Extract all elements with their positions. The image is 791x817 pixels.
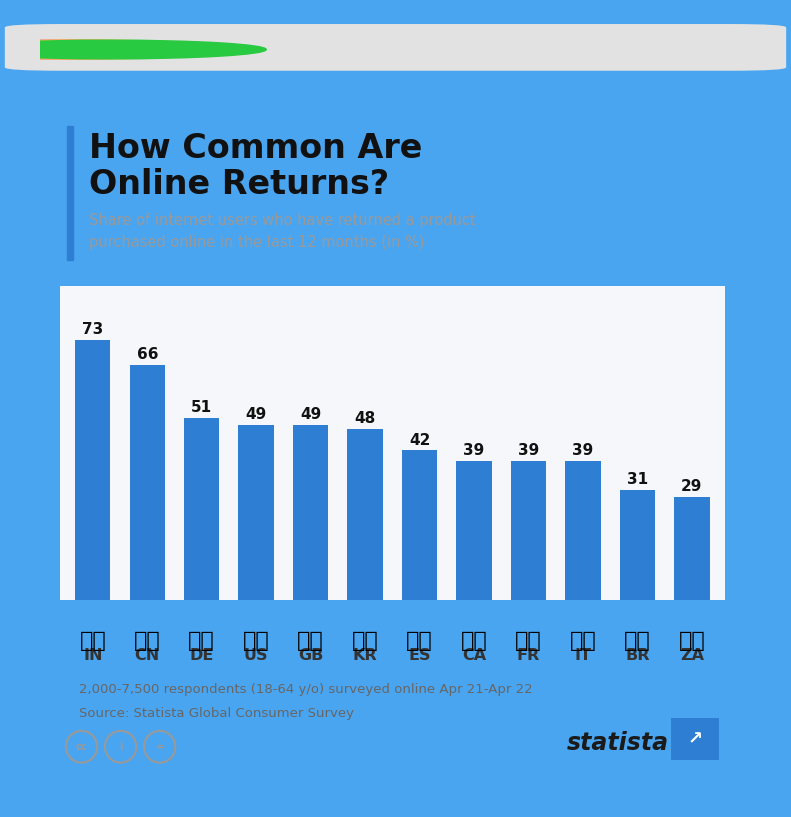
Text: 🇮🇹: 🇮🇹 bbox=[570, 631, 596, 651]
Text: 🇮🇳: 🇮🇳 bbox=[79, 631, 106, 651]
Text: Source: Statista Global Consumer Survey: Source: Statista Global Consumer Survey bbox=[79, 707, 354, 720]
Bar bbox=[347, 429, 383, 600]
Text: 🇬🇧: 🇬🇧 bbox=[297, 631, 324, 651]
Text: 🇨🇦: 🇨🇦 bbox=[460, 631, 487, 651]
Text: 49: 49 bbox=[245, 408, 267, 422]
Text: Online Returns?: Online Returns? bbox=[89, 168, 388, 201]
Text: How Common Are: How Common Are bbox=[89, 132, 422, 165]
Bar bbox=[402, 450, 437, 600]
Text: 73: 73 bbox=[82, 322, 104, 337]
Text: ↗: ↗ bbox=[687, 730, 703, 748]
Text: 🇧🇷: 🇧🇷 bbox=[624, 631, 651, 651]
Text: =: = bbox=[156, 742, 164, 752]
Text: 51: 51 bbox=[191, 400, 212, 415]
Text: 🇿🇦: 🇿🇦 bbox=[679, 631, 706, 651]
FancyBboxPatch shape bbox=[671, 718, 719, 760]
Text: 🇩🇪: 🇩🇪 bbox=[188, 631, 215, 651]
Text: Share of internet users who have returned a product
purchased online in the last: Share of internet users who have returne… bbox=[89, 213, 475, 249]
Bar bbox=[75, 340, 111, 600]
Text: 🇺🇸: 🇺🇸 bbox=[243, 631, 270, 651]
FancyBboxPatch shape bbox=[5, 24, 786, 71]
Text: i: i bbox=[119, 742, 123, 752]
Bar bbox=[238, 426, 274, 600]
Bar bbox=[456, 461, 492, 600]
Text: 39: 39 bbox=[464, 444, 485, 458]
Text: cc: cc bbox=[76, 742, 87, 752]
Text: 66: 66 bbox=[137, 346, 158, 362]
Text: 🇰🇷: 🇰🇷 bbox=[352, 631, 378, 651]
Bar bbox=[67, 127, 73, 260]
Bar bbox=[511, 461, 547, 600]
Text: 29: 29 bbox=[681, 479, 702, 494]
Text: 31: 31 bbox=[626, 472, 648, 487]
Bar bbox=[566, 461, 600, 600]
Bar bbox=[674, 497, 710, 600]
Bar bbox=[130, 364, 165, 600]
Text: 49: 49 bbox=[300, 408, 321, 422]
Text: statista: statista bbox=[567, 731, 669, 756]
Text: 42: 42 bbox=[409, 432, 430, 448]
Bar bbox=[619, 489, 655, 600]
Text: 39: 39 bbox=[518, 444, 539, 458]
Bar bbox=[293, 426, 328, 600]
Text: 🇨🇳: 🇨🇳 bbox=[134, 631, 161, 651]
Bar bbox=[184, 418, 219, 600]
Circle shape bbox=[0, 40, 267, 59]
Text: 39: 39 bbox=[573, 444, 593, 458]
Circle shape bbox=[0, 40, 224, 59]
Text: 🇪🇸: 🇪🇸 bbox=[407, 631, 433, 651]
Text: 2,000-7,500 respondents (18-64 y/o) surveyed online Apr 21-Apr 22: 2,000-7,500 respondents (18-64 y/o) surv… bbox=[79, 683, 533, 696]
Text: 🇫🇷: 🇫🇷 bbox=[515, 631, 542, 651]
Circle shape bbox=[0, 40, 245, 59]
Text: 48: 48 bbox=[354, 411, 376, 426]
